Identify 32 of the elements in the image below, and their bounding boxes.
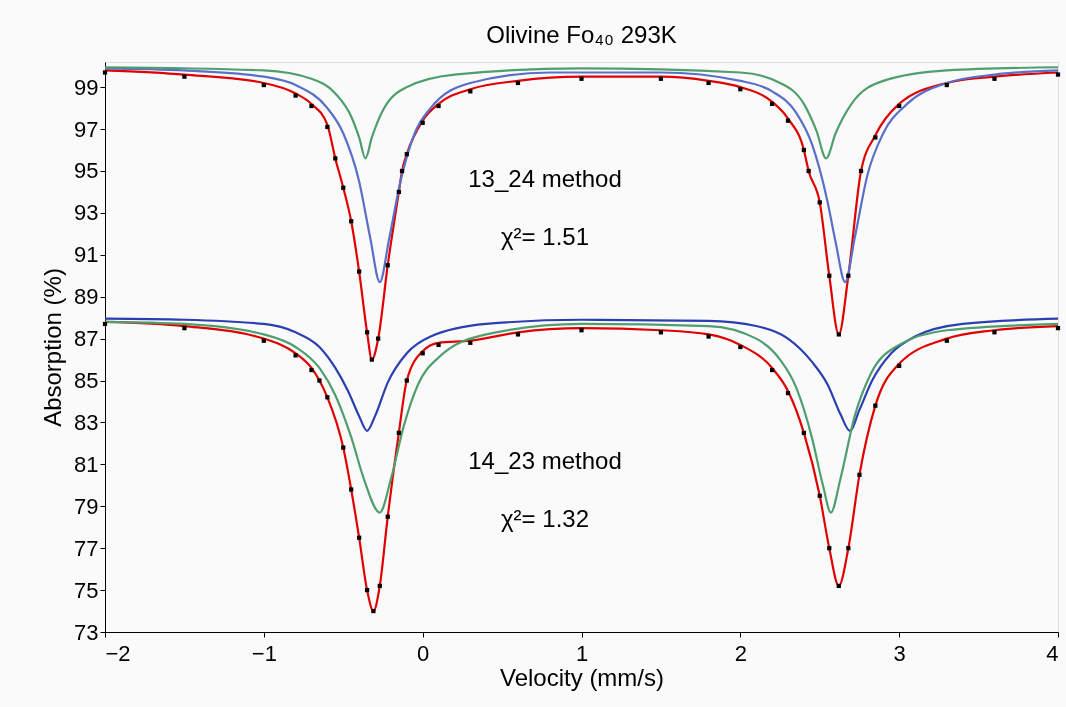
y-tick-label: 87 bbox=[74, 326, 99, 352]
y-tick-label: 81 bbox=[74, 451, 99, 477]
line-series bbox=[103, 317, 1060, 432]
chart-title: Olivine Fo₄₀ 293K bbox=[486, 21, 677, 48]
y-tick-label: 93 bbox=[74, 200, 99, 226]
y-tick-label: 79 bbox=[74, 493, 99, 519]
x-tick-label: 2 bbox=[734, 640, 747, 666]
y-tick-label: 99 bbox=[74, 74, 99, 100]
annotation: 14_23 method bbox=[468, 447, 622, 474]
annotation: χ²= 1.32 bbox=[501, 505, 589, 532]
y-tick-label: 85 bbox=[74, 368, 99, 394]
x-tick-label: 4 bbox=[1046, 640, 1059, 666]
y-tick-label: 95 bbox=[74, 158, 99, 184]
line-series bbox=[103, 67, 1060, 284]
x-tick-label: −1 bbox=[251, 640, 277, 666]
x-tick-label: −2 bbox=[105, 640, 131, 666]
y-tick-label: 73 bbox=[74, 619, 99, 645]
y-tick-label: 77 bbox=[74, 535, 99, 561]
y-tick-label: 97 bbox=[74, 116, 99, 142]
line-series bbox=[103, 69, 1060, 361]
annotation: χ²= 1.51 bbox=[501, 223, 589, 250]
x-tick-label: 0 bbox=[417, 640, 430, 666]
x-tick-label: 1 bbox=[575, 640, 589, 666]
line-series bbox=[103, 66, 1060, 160]
x-axis-title: Velocity (mm/s) bbox=[499, 663, 665, 691]
x-tick-label: 3 bbox=[893, 640, 906, 666]
annotation: 13_24 method bbox=[468, 165, 622, 192]
y-tick-label: 83 bbox=[74, 409, 99, 435]
y-tick-label: 75 bbox=[74, 577, 99, 603]
y-tick-label: 91 bbox=[74, 242, 99, 268]
y-axis-title: Absorption (%) bbox=[39, 268, 67, 427]
y-tick-label: 89 bbox=[74, 284, 99, 310]
